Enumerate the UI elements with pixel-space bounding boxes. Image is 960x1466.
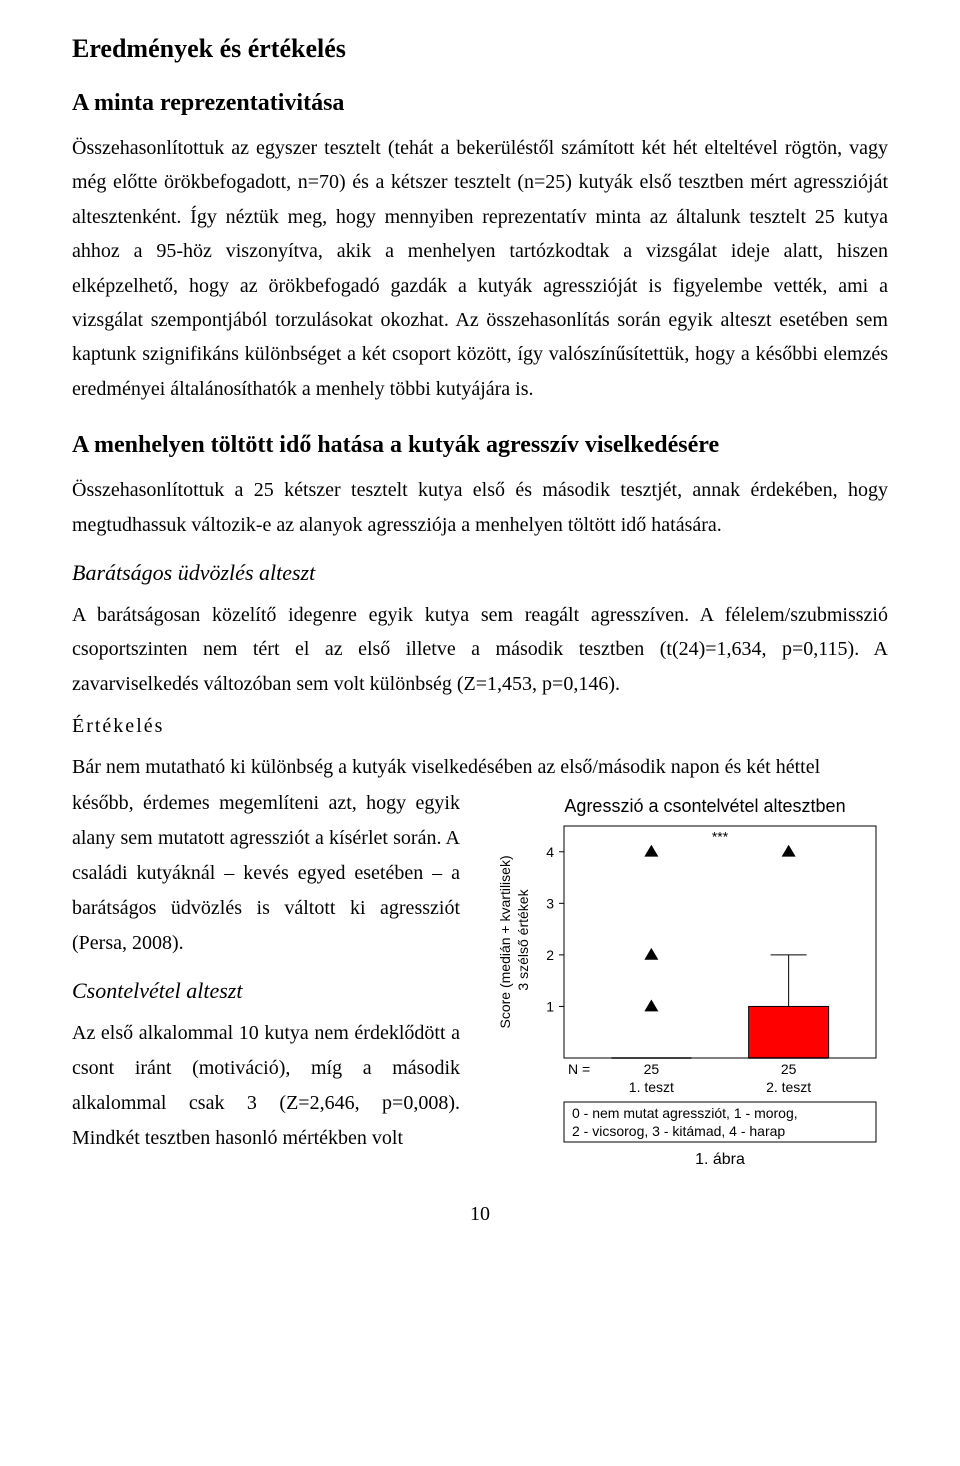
subhead-evaluation: Értékelés xyxy=(72,715,888,738)
two-column-region: később, érdemes megemlíteni azt, hogy eg… xyxy=(72,786,888,1175)
n-value-2: 25 xyxy=(781,1061,797,1077)
subhead-bone-removal: Csontelvétel alteszt xyxy=(72,978,460,1004)
boxplot-cat1 xyxy=(611,845,691,1058)
boxplot-cat2 xyxy=(749,845,829,1058)
page-number: 10 xyxy=(72,1203,888,1226)
svg-text:1: 1 xyxy=(546,999,554,1015)
left-text-column: később, érdemes megemlíteni azt, hogy eg… xyxy=(72,786,460,1155)
subhead-friendly-greeting: Barátságos üdvözlés alteszt xyxy=(72,560,888,586)
plot-frame xyxy=(564,826,876,1058)
significance-marker: *** xyxy=(712,829,729,845)
n-label: N = xyxy=(568,1061,590,1077)
figure-column: Agresszió a csontelvétel altesztben Scor… xyxy=(478,786,888,1175)
left-paragraph-1: később, érdemes megemlíteni azt, hogy eg… xyxy=(72,786,460,960)
y-axis-label: Score (medián + kvartilisek) 3 szélső ér… xyxy=(497,852,531,1029)
paragraph-3: A barátságosan közelítő idegenre egyik k… xyxy=(72,598,888,701)
paragraph-4: Bár nem mutatható ki különbség a kutyák … xyxy=(72,750,888,784)
legend-line-2: 2 - vicsorog, 3 - kitámad, 4 - harap xyxy=(572,1123,785,1139)
paragraph-2: Összehasonlítottuk a 25 kétszer tesztelt… xyxy=(72,473,888,542)
x-category-1: 1. teszt xyxy=(629,1079,674,1095)
y-ticks: 1 2 3 4 xyxy=(546,844,564,1015)
heading-results: Eredmények és értékelés xyxy=(72,34,888,64)
legend-line-1: 0 - nem mutat agressziót, 1 - morog, xyxy=(572,1105,798,1121)
x-category-2: 2. teszt xyxy=(766,1079,811,1095)
svg-text:3: 3 xyxy=(546,896,554,912)
heading-shelter-effect: A menhelyen töltött idő hatása a kutyák … xyxy=(72,432,888,459)
page: Eredmények és értékelés A minta reprezen… xyxy=(0,0,960,1256)
figure-label: 1. ábra xyxy=(695,1151,745,1168)
paragraph-1: Összehasonlítottuk az egyszer tesztelt (… xyxy=(72,131,888,406)
heading-representativity: A minta reprezentativitása xyxy=(72,90,888,117)
svg-text:4: 4 xyxy=(546,844,554,860)
boxplot-chart: Agresszió a csontelvétel altesztben Scor… xyxy=(480,790,890,1170)
left-paragraph-2: Az első alkalommal 10 kutya nem érdeklőd… xyxy=(72,1016,460,1155)
svg-text:2: 2 xyxy=(546,947,554,963)
chart-title: Agresszió a csontelvétel altesztben xyxy=(564,796,845,816)
figure-1: Agresszió a csontelvétel altesztben Scor… xyxy=(478,786,888,1175)
n-value-1: 25 xyxy=(644,1061,660,1077)
